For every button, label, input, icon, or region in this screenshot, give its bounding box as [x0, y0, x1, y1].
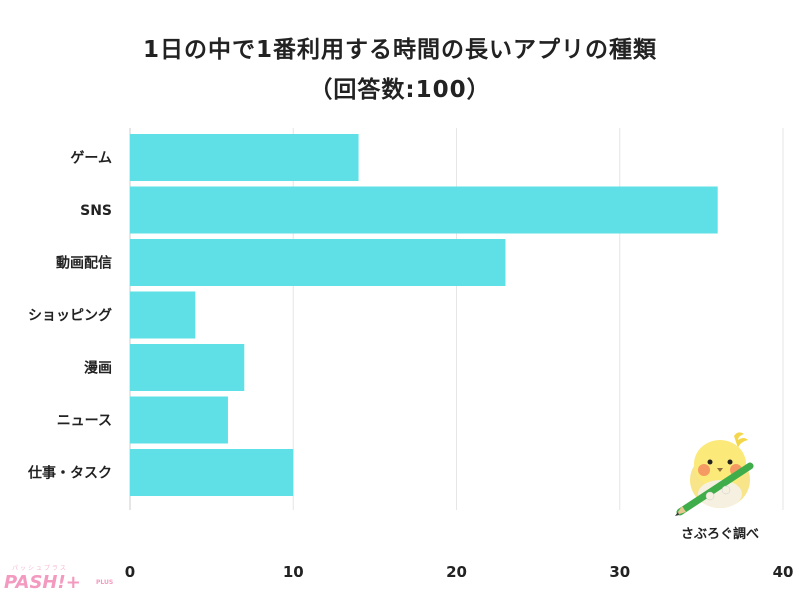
category-label: ショッピング — [28, 307, 112, 324]
category-label: ニュース — [57, 413, 112, 429]
x-tick-label: 10 — [283, 563, 304, 581]
category-label: 動画配信 — [56, 255, 112, 272]
category-label: ゲーム — [70, 150, 112, 167]
source-credit: さぶろぐ調べ — [680, 527, 759, 542]
bird-mascot-icon — [675, 432, 754, 516]
bar — [130, 449, 294, 496]
bar — [130, 239, 506, 286]
x-tick-label: 30 — [609, 563, 630, 581]
x-tick-label: 20 — [446, 563, 467, 581]
logo-subtext: パッシュプラス — [12, 565, 68, 572]
bar — [130, 291, 196, 339]
bar — [130, 396, 228, 444]
bar — [130, 134, 359, 181]
pash-plus-logo: PASH!+ — [4, 572, 81, 593]
chart-title: 1日の中で1番利用する時間の長いアプリの種類 — [142, 37, 657, 63]
logo-plus-text: PLUS — [96, 579, 114, 586]
chart-subtitle: （回答数:100） — [309, 77, 491, 103]
category-label: SNS — [80, 203, 112, 219]
category-label: 漫画 — [84, 360, 112, 377]
bar — [130, 186, 718, 234]
x-tick-label: 40 — [773, 563, 794, 581]
x-tick-label: 0 — [125, 563, 135, 581]
category-label: 仕事・タスク — [27, 465, 112, 482]
bar — [130, 344, 245, 391]
